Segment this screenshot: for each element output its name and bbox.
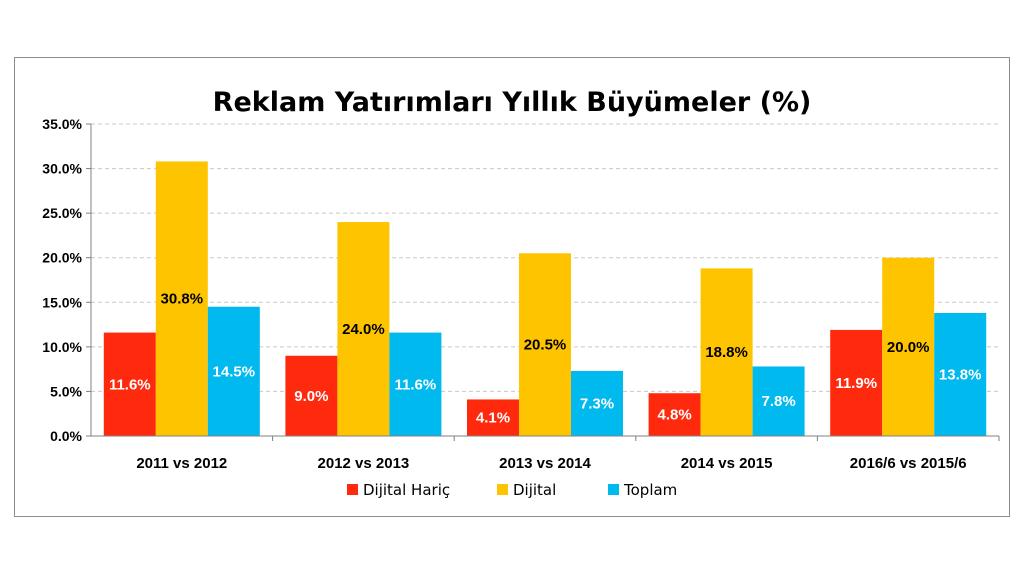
bar-chart: Reklam Yatırımları Yıllık Büyümeler (%) … [42,87,1000,499]
data-label: 4.8% [657,407,691,424]
legend-swatch [608,484,619,495]
data-label: 11.6% [395,376,437,393]
legend-label: Toplam [623,481,677,499]
bars: 11.6% 30.8% 14.5% 9.0% 24.0% 11.6% 4.1% 20.5% 7.… [103,161,987,436]
data-label: 11.9% [835,375,877,392]
data-label: 7.3% [580,395,614,412]
data-label: 7.8% [761,393,795,410]
legend-swatch [347,484,358,495]
bar [285,355,338,436]
y-tick-label: 35.0% [42,116,82,132]
bar [519,253,571,436]
legend-swatch [497,484,508,495]
x-tick-label: 2016/6 vs 2015/6 [850,455,967,472]
y-tick-label: 25.0% [42,205,82,221]
bar [934,312,987,436]
y-tick-label: 30.0% [42,161,82,177]
bar [337,222,390,436]
data-label: 24.0% [342,321,385,338]
data-label: 30.8% [161,291,204,308]
y-axis: 0.0% 5.0% 10.0% 15.0% 20.0% 25.0% 30.0% 35.0% [42,116,92,444]
bar [207,306,260,436]
x-tick-label: 2013 vs 2014 [499,455,591,472]
bar [648,393,701,436]
bar [830,329,883,436]
x-tick-label: 2012 vs 2013 [318,455,410,472]
data-label: 20.5% [524,337,567,354]
legend: Dijital Hariç Dijital Toplam [347,481,677,499]
y-tick-label: 5.0% [50,383,82,399]
data-label: 18.8% [705,344,748,361]
x-tick-label: 2014 vs 2015 [681,455,773,472]
bar [571,370,623,436]
data-label: 20.0% [887,339,930,356]
legend-label: Dijital Hariç [363,481,450,499]
bar [389,332,442,436]
x-axis: 2011 vs 2012 2012 vs 2013 2013 vs 2014 2014… [91,435,1000,472]
y-tick-label: 10.0% [42,339,82,355]
bar [752,366,805,436]
data-label: 13.8% [939,366,982,383]
bar [467,399,519,436]
y-tick-label: 20.0% [42,250,82,266]
bar [103,332,156,436]
bar [700,268,753,436]
chart-frame: Reklam Yatırımları Yıllık Büyümeler (%) … [14,57,1010,517]
y-tick-label: 0.0% [50,428,82,444]
data-label: 14.5% [213,363,256,380]
bar [882,257,935,436]
data-label: 9.0% [294,388,328,405]
bar [155,161,208,436]
legend-label: Dijital [513,481,556,499]
data-label: 11.6% [109,376,151,393]
y-tick-label: 15.0% [42,294,82,310]
data-label: 4.1% [476,410,510,427]
chart-title: Reklam Yatırımları Yıllık Büyümeler (%) [213,87,812,118]
x-tick-label: 2011 vs 2012 [136,455,227,472]
